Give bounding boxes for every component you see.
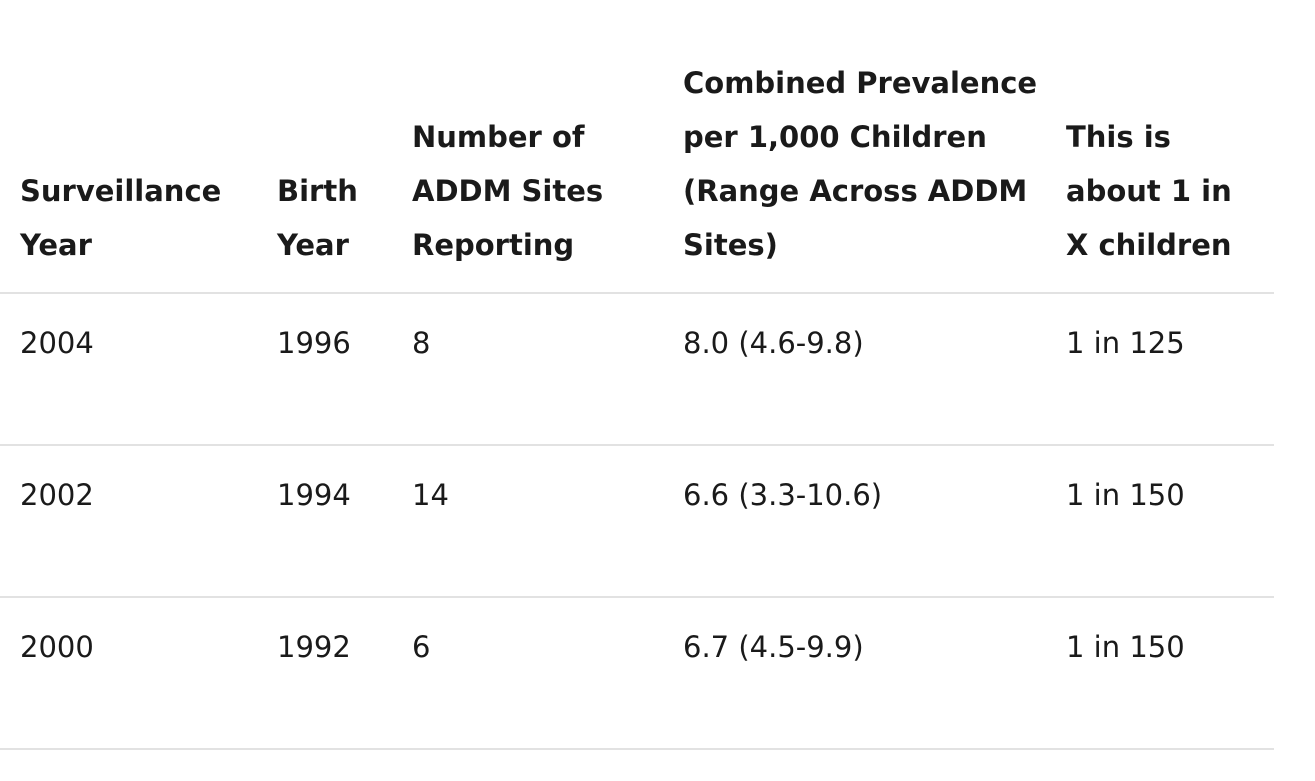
table-cell: 8.0 (4.6-9.8) (683, 292, 1066, 445)
table-row: 2004 1996 8 8.0 (4.6-9.8) 1 in 125 (0, 292, 1274, 445)
table-cell: 14 (412, 444, 683, 597)
column-header: This is about 1 in X children (1066, 120, 1232, 262)
column-header: Surveillance Year (20, 174, 222, 262)
table-cell: 6.6 (3.3-10.6) (683, 444, 1066, 597)
header-row: Surveillance Year Birth Year Number of ADD… (0, 0, 1274, 293)
table-cell: 1996 (277, 292, 412, 445)
data-table: Surveillance Year Birth Year Number of ADD… (0, 0, 1274, 750)
table-body: 2004 1996 8 8.0 (4.6-9.8) 1 in 125 2002 1994 14… (0, 292, 1274, 750)
table-cell: 1 in 125 (1066, 292, 1274, 445)
table-cell: 8 (412, 292, 683, 445)
table-cell: 1 in 150 (1066, 596, 1274, 750)
table-row: 2002 1994 14 6.6 (3.3-10.6) 1 in 150 (0, 444, 1274, 597)
column-header: Combined Prevalence per 1,000 Children (… (683, 66, 1038, 262)
table-cell: 6 (412, 596, 683, 750)
table-cell: 2004 (0, 292, 277, 445)
table-cell: 2002 (0, 444, 277, 597)
table-cell: 2000 (0, 596, 277, 750)
column-header: Number of ADDM Sites Reporting (412, 120, 604, 262)
table-head: Surveillance Year Birth Year Number of ADD… (0, 0, 1274, 293)
table-cell: 1 in 150 (1066, 444, 1274, 597)
table-row: 2000 1992 6 6.7 (4.5-9.9) 1 in 150 (0, 596, 1274, 750)
table-cell: 1994 (277, 444, 412, 597)
column-header: Birth Year (277, 174, 358, 262)
table-cell: 1992 (277, 596, 412, 750)
table-cell: 6.7 (4.5-9.9) (683, 596, 1066, 750)
